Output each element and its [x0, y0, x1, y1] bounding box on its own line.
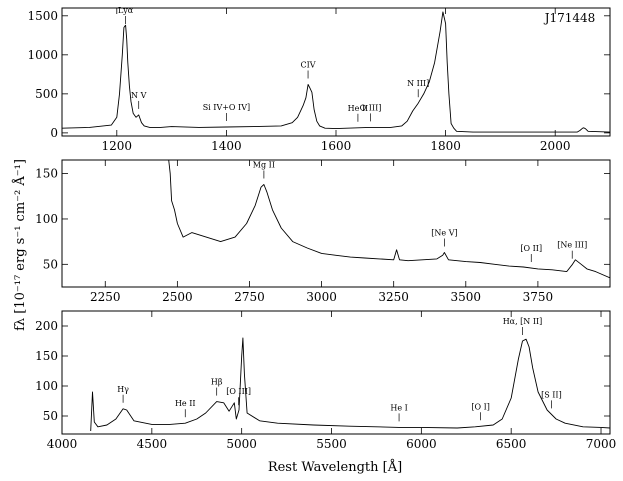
line-annotation: [Ne III]: [557, 241, 587, 250]
x-tick-label: 1800: [430, 139, 461, 153]
line-annotation: O III]: [360, 103, 382, 112]
x-tick-label: 3000: [306, 290, 337, 304]
line-annotation: Hγ: [117, 385, 129, 394]
x-tick-label: 6500: [496, 437, 527, 451]
line-annotation: Hα, [N II]: [503, 317, 543, 326]
object-name-label: J171448: [543, 11, 596, 25]
spectrum-line-panel-3: [90, 337, 610, 432]
y-tick-label: 1500: [27, 9, 58, 23]
x-tick-label: 2250: [90, 290, 121, 304]
line-annotation: Hβ: [211, 378, 223, 387]
y-tick-label: 150: [35, 167, 58, 181]
panel-2: 2250 2500 2750 3000 3250 3500 3750 50 100 150 Mg I…: [35, 159, 611, 304]
x-tick-label: 4500: [137, 437, 168, 451]
panel-frame: [61, 159, 611, 288]
y-axis-title: fλ [10⁻¹⁷ erg s⁻¹ cm⁻² Å⁻¹]: [12, 159, 28, 331]
x-tick-label: 3250: [378, 290, 409, 304]
x-tick-label: 2750: [234, 290, 265, 304]
line-annotation: Mg II: [253, 160, 275, 169]
y-tick-label: 0: [50, 126, 58, 140]
x-tick-label: 5500: [316, 437, 347, 451]
line-annotation: [O III]: [226, 387, 251, 396]
line-annotation: He II: [175, 399, 196, 408]
x-tick-label: 5000: [226, 437, 257, 451]
y-tick-label: 150: [35, 349, 58, 363]
x-tick-label: 3750: [523, 290, 554, 304]
panel-1: 1200 1400 1600 1800 2000 0 500 1000 1500 Lyα N V Si…: [27, 6, 611, 153]
x-tick-label: 2000: [540, 139, 571, 153]
x-tick-label: 1400: [211, 139, 242, 153]
spectrum-panels: 1200 1400 1600 1800 2000 0 500 1000 1500 Lyα N V Si…: [27, 6, 616, 451]
x-tick-label: 4000: [47, 437, 78, 451]
x-tick-label: 6000: [406, 437, 437, 451]
y-tick-label: 50: [43, 257, 58, 271]
line-annotation: Lyα: [118, 6, 134, 15]
line-annotation: N V: [131, 91, 147, 100]
line-annotation: [S II]: [541, 390, 562, 399]
x-tick-label: 7000: [586, 437, 617, 451]
x-tick-label: 1600: [321, 139, 352, 153]
y-tick-label: 200: [35, 319, 58, 333]
x-tick-label: 2500: [162, 290, 193, 304]
x-tick-label: 3500: [451, 290, 482, 304]
line-annotation: [O II]: [520, 244, 542, 253]
y-tick-label: 100: [35, 212, 58, 226]
y-tick-label: 500: [35, 87, 58, 101]
line-annotation: He I: [390, 403, 407, 412]
spectrum-line-panel-2: [168, 160, 610, 279]
y-tick-label: 100: [35, 379, 58, 393]
spectrum-line-panel-1: [62, 11, 610, 133]
line-annotation: [O I]: [471, 402, 490, 411]
y-tick-label: 50: [43, 409, 58, 423]
panel-frame: [61, 7, 611, 137]
y-tick-label: 1000: [27, 48, 58, 62]
panel-3: 4000 4500 5000 5500 6000 6500 7000 50 100 150 200 H…: [35, 310, 617, 451]
x-axis-title: Rest Wavelength [Å]: [268, 459, 402, 475]
line-annotation: [Ne V]: [431, 229, 457, 238]
line-annotation: N III]: [407, 79, 429, 88]
x-tick-label: 1200: [102, 139, 133, 153]
line-annotation: He II: [348, 104, 369, 113]
line-annotation: CIV: [301, 60, 316, 69]
line-annotation: Si IV+O IV]: [203, 103, 250, 112]
panel-frame: [61, 310, 611, 435]
